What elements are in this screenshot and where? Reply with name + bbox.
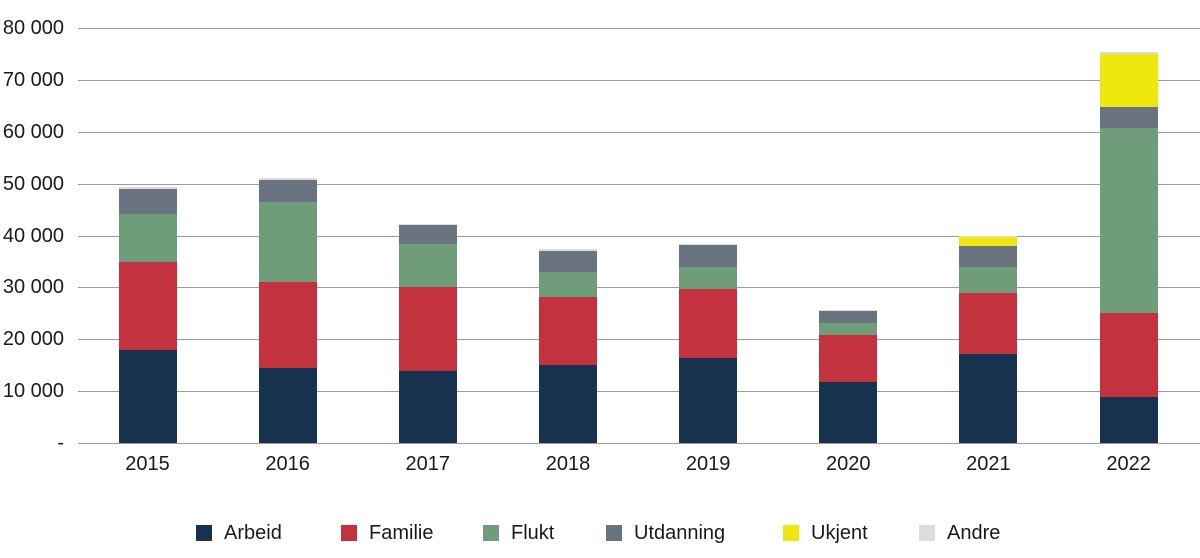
- bar-segment-utdanning-2021: [959, 246, 1018, 267]
- bar-segment-arbeid-2020: [819, 381, 878, 443]
- gridline: [78, 28, 1200, 29]
- legend-label: Andre: [947, 522, 1001, 544]
- bar-segment-utdanning-2016: [258, 179, 317, 203]
- bar-segment-arbeid-2019: [679, 357, 738, 443]
- gridline: [78, 339, 1200, 341]
- x-axis-label-2016: 2016: [265, 453, 310, 475]
- y-axis-tick-label: 10 000: [2, 380, 64, 403]
- x-axis-label-2020: 2020: [826, 453, 871, 475]
- bar-segment-andre-2021: [959, 235, 1018, 237]
- bar-segment-utdanning-2017: [398, 224, 457, 245]
- y-axis-tick-label: 50 000: [2, 172, 64, 195]
- x-axis-label-2021: 2021: [966, 453, 1011, 475]
- bar-segment-familie-2020: [819, 334, 878, 382]
- gridline: [78, 183, 1200, 185]
- y-axis-tick-label: 60 000: [2, 120, 64, 143]
- bar-segment-flukt-2016: [258, 202, 317, 283]
- bar-segment-andre-2017: [398, 223, 457, 225]
- legend-item-arbeid: Arbeid: [196, 522, 282, 544]
- bar-segment-flukt-2018: [539, 272, 597, 297]
- bar-segment-utdanning-2019: [679, 245, 738, 268]
- bar-segment-flukt-2019: [679, 267, 738, 289]
- legend-item-andre: Andre: [919, 522, 1000, 544]
- legend-item-familie: Familie: [341, 522, 433, 544]
- bar-segment-andre-2020: [819, 309, 878, 311]
- y-axis-tick-label: 40 000: [2, 224, 64, 247]
- legend-label: Flukt: [511, 522, 555, 544]
- gridline: [78, 443, 1200, 444]
- gridline: [78, 131, 1200, 133]
- gridline: [78, 391, 1200, 393]
- bar-segment-utdanning-2022: [1099, 107, 1158, 128]
- bar-segment-flukt-2022: [1099, 127, 1158, 314]
- legend-swatch-ukjent: [783, 525, 799, 541]
- bar-segment-familie-2016: [258, 282, 317, 368]
- y-axis-tick-label: 80 000: [2, 17, 64, 39]
- bar-segment-familie-2021: [959, 292, 1018, 355]
- y-axis-tick-label: 30 000: [2, 276, 64, 299]
- x-axis-label-2015: 2015: [125, 453, 170, 475]
- bar-segment-andre-2019: [679, 244, 738, 246]
- gridline: [78, 287, 1200, 289]
- bar-segment-utdanning-2020: [819, 310, 878, 323]
- legend-swatch-andre: [919, 525, 935, 541]
- bar-segment-flukt-2015: [118, 214, 177, 263]
- bar-segment-familie-2017: [398, 286, 457, 372]
- bar-segment-arbeid-2015: [118, 349, 177, 443]
- legend-label: Familie: [369, 522, 434, 544]
- legend-label: Arbeid: [224, 522, 282, 544]
- bar-segment-familie-2019: [679, 288, 738, 358]
- bar-segment-arbeid-2022: [1099, 396, 1158, 443]
- x-axis-label-2019: 2019: [685, 453, 731, 475]
- legend-swatch-flukt: [483, 525, 499, 541]
- gridline: [78, 235, 1200, 237]
- legend-item-ukjent: Ukjent: [783, 522, 868, 544]
- legend-item-flukt: Flukt: [483, 522, 554, 544]
- legend-label: Utdanning: [634, 522, 726, 544]
- bar-segment-arbeid-2021: [959, 354, 1018, 443]
- legend-swatch-utdanning: [606, 525, 622, 541]
- bar-segment-familie-2018: [539, 296, 597, 365]
- legend-label: Ukjent: [811, 522, 868, 544]
- bar-segment-ukjent-2021: [959, 236, 1018, 247]
- bar-segment-arbeid-2016: [258, 367, 317, 443]
- bar-segment-utdanning-2015: [118, 188, 177, 215]
- bar-segment-andre-2018: [539, 248, 597, 251]
- legend-swatch-familie: [341, 525, 357, 541]
- y-axis-tick-label: -: [57, 432, 64, 454]
- bar-segment-flukt-2021: [959, 266, 1018, 293]
- x-axis-label-2022: 2022: [1106, 453, 1151, 475]
- legend-swatch-arbeid: [196, 525, 212, 541]
- bar-segment-arbeid-2018: [539, 364, 597, 443]
- x-axis-label-2017: 2017: [405, 453, 451, 475]
- bar-segment-flukt-2017: [398, 244, 457, 287]
- gridline: [78, 79, 1200, 81]
- bar-segment-andre-2015: [118, 187, 177, 189]
- y-axis-tick-label: 70 000: [2, 68, 64, 91]
- bar-segment-andre-2022: [1099, 52, 1158, 54]
- x-axis-label-2018: 2018: [545, 453, 591, 475]
- bar-segment-flukt-2020: [819, 322, 878, 335]
- legend-item-utdanning: Utdanning: [606, 522, 725, 544]
- bar-segment-ukjent-2022: [1099, 53, 1158, 108]
- bar-segment-andre-2016: [258, 178, 317, 180]
- bar-segment-familie-2022: [1099, 313, 1158, 397]
- bar-segment-utdanning-2018: [539, 250, 597, 273]
- bar-segment-arbeid-2017: [398, 371, 457, 443]
- y-axis-tick-label: 20 000: [2, 328, 64, 351]
- bar-segment-familie-2015: [118, 262, 177, 350]
